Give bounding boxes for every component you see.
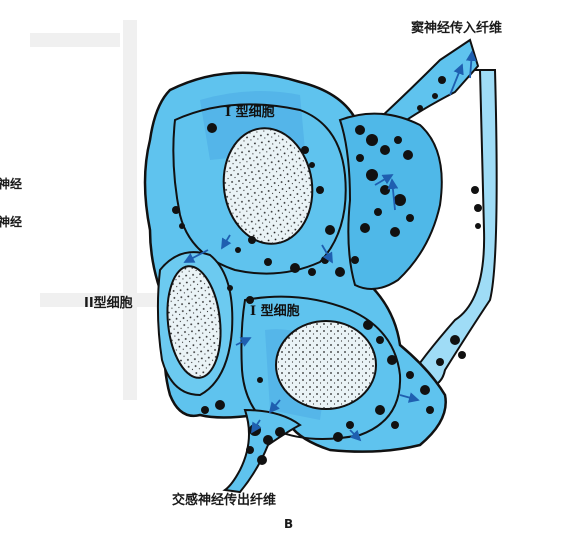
label-type1-cell-bottom: I 型细胞: [250, 303, 300, 319]
signal-arrows: [183, 50, 477, 442]
granules: [172, 76, 482, 465]
label-type2-cell: II型细胞: [84, 295, 133, 311]
label-sympathetic-efferent: 交感神经传出纤维: [172, 492, 276, 508]
sinus-nerve-fiber: [403, 69, 498, 389]
panel-letter: B: [284, 517, 293, 531]
left-cut-label-1: 神经: [0, 176, 22, 191]
type1-cell-top-body: [172, 103, 347, 275]
label-type1-cell-top: I 型细胞: [225, 104, 275, 120]
left-cut-label-2: 神经: [0, 214, 22, 229]
type1-cell-bottom-body: [240, 295, 402, 440]
label-sinus-nerve-afferent: 窦神经传入纤维: [411, 20, 502, 36]
